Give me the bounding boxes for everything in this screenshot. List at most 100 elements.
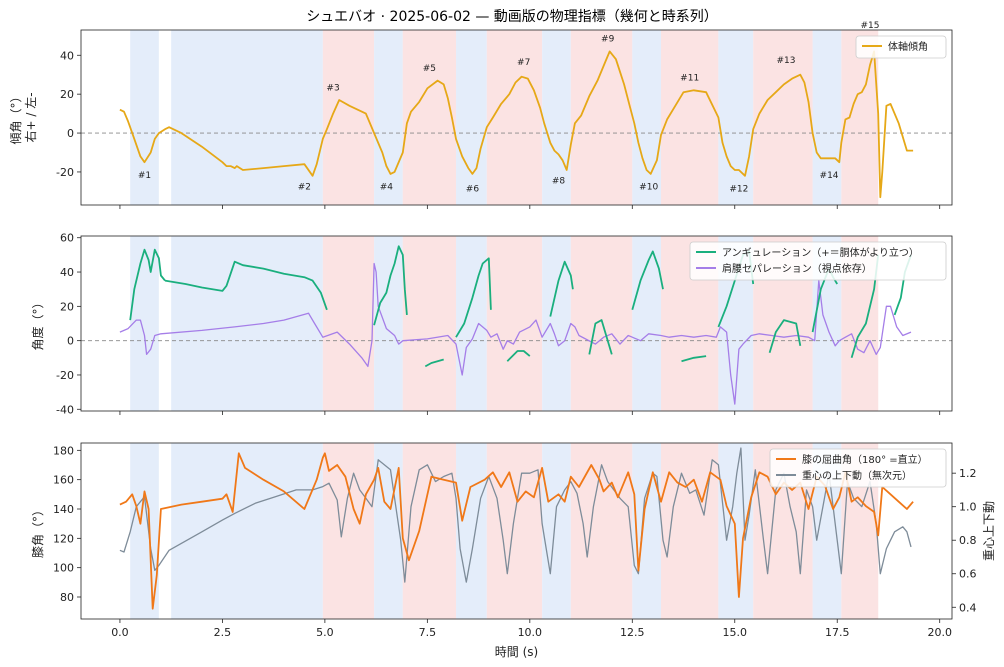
y-axis-label: 膝角（°） xyxy=(31,504,45,558)
phase-band xyxy=(486,30,543,205)
y-tick-label: 40 xyxy=(60,266,74,279)
turn-annotation: #2 xyxy=(298,182,311,192)
legend-box xyxy=(855,35,947,59)
turn-annotation: #13 xyxy=(776,56,795,66)
legend: 膝の屈曲角（180° =直立） 重心の上下動（無次元） xyxy=(769,448,947,488)
y-tick-label: 20 xyxy=(60,88,74,101)
phase-band xyxy=(542,236,571,411)
x-tick-label: 5.0 xyxy=(316,626,334,639)
x-tick-label: 7.5 xyxy=(419,626,437,639)
phase-band xyxy=(660,443,719,619)
y2-tick-label: 0.6 xyxy=(959,568,977,581)
y-tick-label: 20 xyxy=(60,300,74,313)
angulation-series-line xyxy=(129,248,166,321)
phase-band xyxy=(171,30,323,205)
series-group xyxy=(119,245,912,405)
chart-title: シュエバオ · 2025-06-02 — 動画版の物理指標（幾何と時系列） xyxy=(306,9,718,25)
turn-annotation: #4 xyxy=(380,182,394,192)
legend-label: 体軸傾角 xyxy=(888,40,928,53)
phase-band xyxy=(130,30,159,205)
phase-band xyxy=(570,236,633,411)
y2-tick-label: 1.0 xyxy=(959,501,977,514)
phase-band xyxy=(171,236,323,411)
turn-annotation: #6 xyxy=(466,184,480,194)
phase-band xyxy=(570,443,633,619)
com-series-line xyxy=(119,447,912,583)
y-axis-label: 右+ / 左- xyxy=(23,92,38,142)
y-tick-label: -40 xyxy=(56,403,74,416)
turn-annotation: #15 xyxy=(861,21,880,31)
legend-label: 肩腰セパレーション（視点依存） xyxy=(722,262,872,275)
phase-band xyxy=(130,236,159,411)
angulation-series-line xyxy=(424,358,444,368)
y-tick-label: 0 xyxy=(67,127,74,140)
x-tick-label: 12.5 xyxy=(620,626,645,639)
phase-band xyxy=(456,443,487,619)
phase-band xyxy=(322,443,375,619)
phase-band xyxy=(660,30,719,205)
x-tick-label: 15.0 xyxy=(723,626,748,639)
angulation-series-line xyxy=(506,350,531,362)
turn-annotation: #10 xyxy=(639,182,658,192)
y-tick-label: -20 xyxy=(56,166,74,179)
legend-box xyxy=(689,241,947,281)
phase-band xyxy=(486,236,543,411)
y-axis-label: 角度（°） xyxy=(30,296,45,350)
y2-tick-label: 0.8 xyxy=(959,534,977,547)
y-tick-label: 100 xyxy=(53,562,74,575)
phase-band xyxy=(322,30,375,205)
phase-band xyxy=(753,30,813,205)
y2-axis-label: 重心上下動 xyxy=(982,501,996,561)
phase-band xyxy=(632,30,661,205)
y-tick-label: 120 xyxy=(53,532,74,545)
y-tick-label: -20 xyxy=(56,369,74,382)
angulation-series-line xyxy=(588,319,613,355)
y-tick-label: 0 xyxy=(67,335,74,348)
angulation-series-line xyxy=(768,319,802,353)
phase-band xyxy=(542,443,571,619)
panel-2: -40 -20 0 20 40 60 角度（°） アンギュレーション（+＝胴体がより立つ） 肩腰… xyxy=(30,232,953,416)
phase-band xyxy=(402,30,457,205)
x-tick-label: 0.0 xyxy=(111,626,129,639)
y2-tick-label: 1.2 xyxy=(959,467,977,480)
turn-annotation: #14 xyxy=(820,171,839,181)
y-axis-label: 傾角（°） xyxy=(9,90,23,144)
phase-band xyxy=(570,30,633,205)
phase-band xyxy=(374,30,403,205)
series-group xyxy=(119,50,914,199)
y-tick-label: 160 xyxy=(53,474,74,487)
angulation-series-line xyxy=(631,250,664,311)
phase-band xyxy=(130,443,159,619)
x-tick-label: 10.0 xyxy=(518,626,543,639)
x-tick-label: 20.0 xyxy=(927,626,952,639)
x-tick-label: 17.5 xyxy=(825,626,850,639)
legend-label: アンギュレーション（+＝胴体がより立つ） xyxy=(722,246,919,259)
y-tick-label: 140 xyxy=(53,503,74,516)
legend: アンギュレーション（+＝胴体がより立つ） 肩腰セパレーション（視点依存） xyxy=(689,241,947,281)
tilt-series-line xyxy=(119,50,914,199)
phase-band xyxy=(374,236,403,411)
angulation-series-line xyxy=(549,260,574,317)
axes-frame xyxy=(80,235,953,412)
turn-annotation: #5 xyxy=(423,64,436,74)
turn-annotation: #1 xyxy=(138,171,151,181)
legend: 体軸傾角 xyxy=(855,35,947,59)
phase-band xyxy=(402,443,457,619)
y-tick-label: 80 xyxy=(60,591,74,604)
separation-series-line xyxy=(119,262,912,405)
y-tick-label: 60 xyxy=(60,232,74,245)
axes-frame xyxy=(80,442,953,620)
turn-annotation: #7 xyxy=(517,58,530,68)
legend-label: 重心の上下動（無次元） xyxy=(802,469,912,482)
turn-annotation: #3 xyxy=(326,83,339,93)
y2-tick-label: 0.4 xyxy=(959,601,977,614)
panel-1: -20 0 20 40 傾角（°） 右+ / 左- #1 #2 #3 #4 #5 #6 #7 #8 #9 #1… xyxy=(9,21,953,209)
turn-annotation: #12 xyxy=(729,184,748,194)
legend-box xyxy=(769,448,947,488)
y-tick-label: 40 xyxy=(60,49,74,62)
y-tick-label: 180 xyxy=(53,444,74,457)
panel-3: 80 100 120 140 160 180 0.4 0.6 0.8 1.0 1.2 重心上下動 0.0… xyxy=(31,442,996,639)
phase-band xyxy=(322,236,375,411)
turn-annotation: #11 xyxy=(680,74,699,84)
